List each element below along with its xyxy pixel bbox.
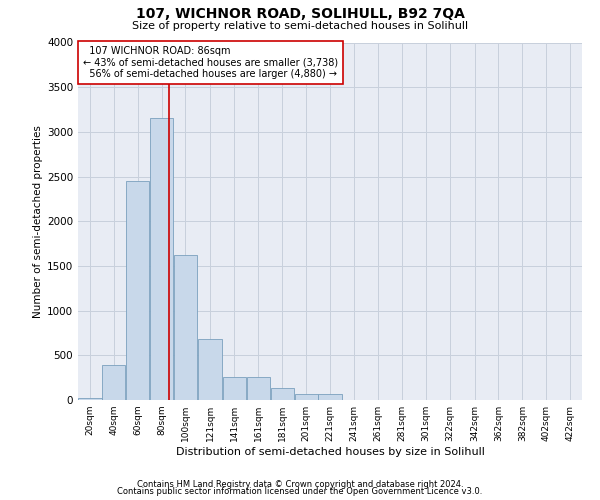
- Bar: [79, 398, 101, 400]
- Text: 107, WICHNOR ROAD, SOLIHULL, B92 7QA: 107, WICHNOR ROAD, SOLIHULL, B92 7QA: [136, 8, 464, 22]
- Text: Size of property relative to semi-detached houses in Solihull: Size of property relative to semi-detach…: [132, 21, 468, 31]
- Bar: [126, 181, 149, 400]
- Text: Contains HM Land Registry data © Crown copyright and database right 2024.: Contains HM Land Registry data © Crown c…: [137, 480, 463, 489]
- Bar: [295, 394, 317, 400]
- X-axis label: Distribution of semi-detached houses by size in Solihull: Distribution of semi-detached houses by …: [176, 447, 484, 457]
- Bar: [174, 255, 197, 400]
- Bar: [102, 365, 125, 400]
- Bar: [247, 377, 270, 400]
- Text: Contains public sector information licensed under the Open Government Licence v3: Contains public sector information licen…: [118, 487, 482, 496]
- Bar: [271, 388, 294, 400]
- Bar: [223, 377, 246, 400]
- Text: 107 WICHNOR ROAD: 86sqm
← 43% of semi-detached houses are smaller (3,738)
  56% : 107 WICHNOR ROAD: 86sqm ← 43% of semi-de…: [83, 46, 338, 80]
- Y-axis label: Number of semi-detached properties: Number of semi-detached properties: [33, 125, 43, 318]
- Bar: [150, 118, 173, 400]
- Bar: [198, 339, 222, 400]
- Bar: [319, 394, 341, 400]
